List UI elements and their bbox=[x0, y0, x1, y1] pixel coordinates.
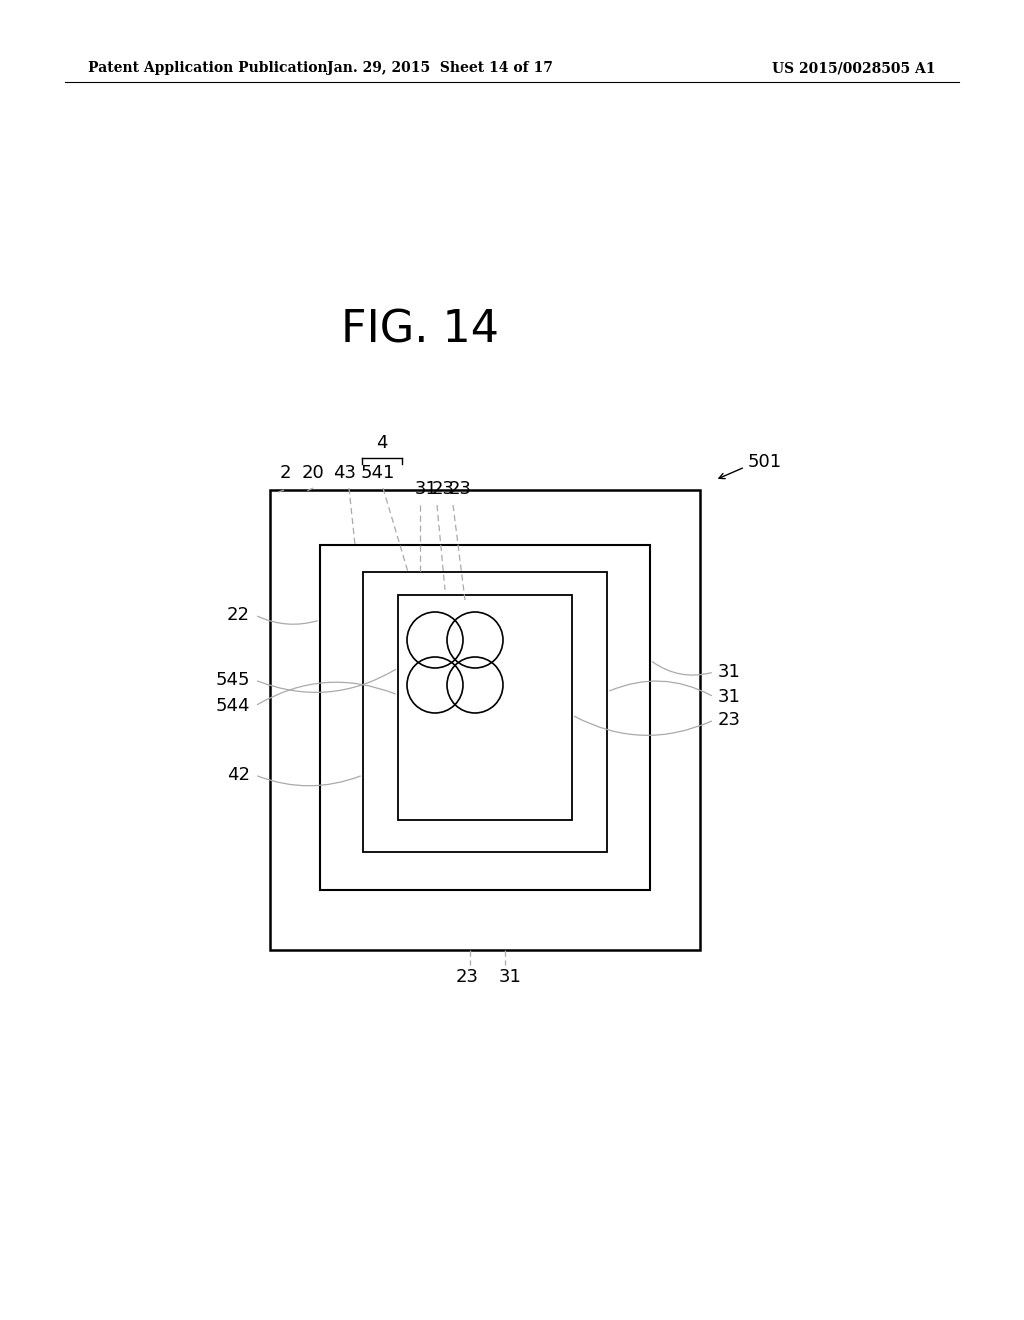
Text: US 2015/0028505 A1: US 2015/0028505 A1 bbox=[772, 61, 936, 75]
Text: 4: 4 bbox=[376, 434, 388, 451]
Text: 22: 22 bbox=[227, 606, 250, 624]
Text: 42: 42 bbox=[227, 766, 250, 784]
Text: 2: 2 bbox=[280, 465, 291, 482]
Bar bbox=[362, 572, 607, 851]
Text: 544: 544 bbox=[215, 697, 250, 715]
Text: 31: 31 bbox=[718, 663, 741, 681]
Text: 501: 501 bbox=[748, 453, 782, 471]
Bar bbox=[398, 595, 572, 820]
Text: 23: 23 bbox=[718, 711, 741, 729]
Text: 545: 545 bbox=[215, 671, 250, 689]
Text: 20: 20 bbox=[302, 465, 325, 482]
Text: Jan. 29, 2015  Sheet 14 of 17: Jan. 29, 2015 Sheet 14 of 17 bbox=[327, 61, 553, 75]
Text: 31: 31 bbox=[718, 688, 741, 706]
Text: Patent Application Publication: Patent Application Publication bbox=[88, 61, 328, 75]
Text: 541: 541 bbox=[360, 465, 395, 482]
Text: 31: 31 bbox=[499, 968, 521, 986]
Text: 23: 23 bbox=[449, 480, 472, 498]
Bar bbox=[319, 545, 650, 890]
Text: 23: 23 bbox=[432, 480, 455, 498]
Text: 43: 43 bbox=[334, 465, 356, 482]
Text: FIG. 14: FIG. 14 bbox=[341, 309, 499, 351]
Bar bbox=[270, 490, 700, 950]
Text: 23: 23 bbox=[456, 968, 478, 986]
Text: 31: 31 bbox=[415, 480, 438, 498]
